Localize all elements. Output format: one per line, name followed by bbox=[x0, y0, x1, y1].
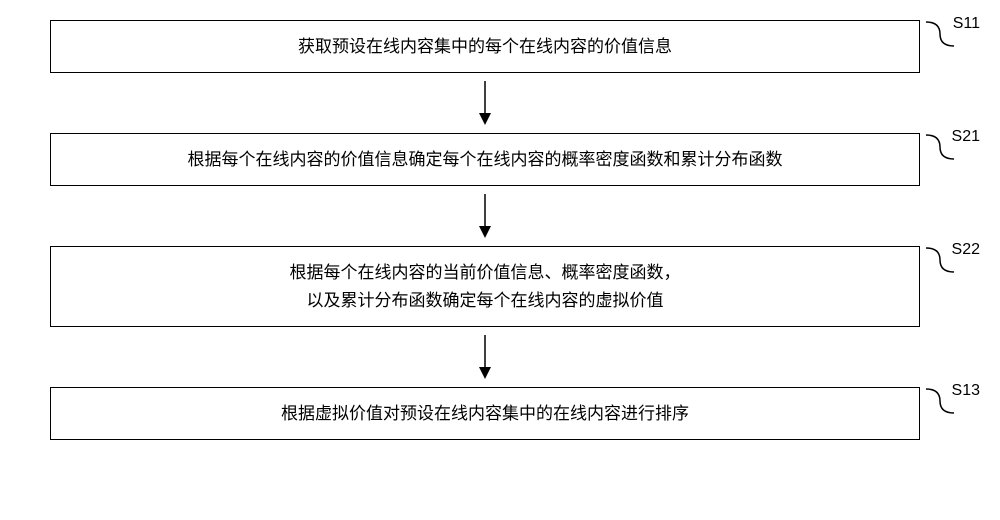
arrow-down-icon bbox=[475, 335, 495, 379]
step-box-s22: 根据每个在线内容的当前价值信息、概率密度函数， 以及累计分布函数确定每个在线内容… bbox=[50, 246, 920, 326]
step-row-1: 获取预设在线内容集中的每个在线内容的价值信息 S11 bbox=[50, 20, 950, 73]
step-row-2: 根据每个在线内容的价值信息确定每个在线内容的概率密度函数和累计分布函数 S21 bbox=[50, 133, 950, 186]
label-arc-icon bbox=[926, 387, 954, 415]
step-text: 获取预设在线内容集中的每个在线内容的价值信息 bbox=[298, 33, 672, 60]
step-box-s21: 根据每个在线内容的价值信息确定每个在线内容的概率密度函数和累计分布函数 bbox=[50, 133, 920, 186]
arrow-down-icon bbox=[475, 81, 495, 125]
label-arc-icon bbox=[926, 246, 954, 274]
step-row-3: 根据每个在线内容的当前价值信息、概率密度函数， 以及累计分布函数确定每个在线内容… bbox=[50, 246, 950, 326]
step-box-s13: 根据虚拟价值对预设在线内容集中的在线内容进行排序 bbox=[50, 387, 920, 440]
arrow-container bbox=[50, 327, 920, 387]
step-text-line1: 根据每个在线内容的当前价值信息、概率密度函数， bbox=[290, 259, 681, 286]
step-text-wrap: 根据每个在线内容的当前价值信息、概率密度函数， 以及累计分布函数确定每个在线内容… bbox=[290, 259, 681, 313]
arrow-container bbox=[50, 186, 920, 246]
label-arc-icon bbox=[926, 133, 954, 161]
step-text: 根据每个在线内容的价值信息确定每个在线内容的概率密度函数和累计分布函数 bbox=[188, 146, 783, 173]
step-text-line2: 以及累计分布函数确定每个在线内容的虚拟价值 bbox=[290, 287, 681, 314]
step-label: S13 bbox=[952, 382, 980, 400]
label-arc-icon bbox=[926, 20, 954, 48]
step-label: S22 bbox=[952, 241, 980, 259]
step-box-s11: 获取预设在线内容集中的每个在线内容的价值信息 bbox=[50, 20, 920, 73]
arrow-down-icon bbox=[475, 194, 495, 238]
step-label: S21 bbox=[952, 128, 980, 146]
flowchart-container: 获取预设在线内容集中的每个在线内容的价值信息 S11 根据每个在线内容的价值信息… bbox=[50, 20, 950, 440]
step-row-4: 根据虚拟价值对预设在线内容集中的在线内容进行排序 S13 bbox=[50, 387, 950, 440]
step-text: 根据虚拟价值对预设在线内容集中的在线内容进行排序 bbox=[281, 400, 689, 427]
arrow-container bbox=[50, 73, 920, 133]
step-label: S11 bbox=[953, 15, 980, 33]
